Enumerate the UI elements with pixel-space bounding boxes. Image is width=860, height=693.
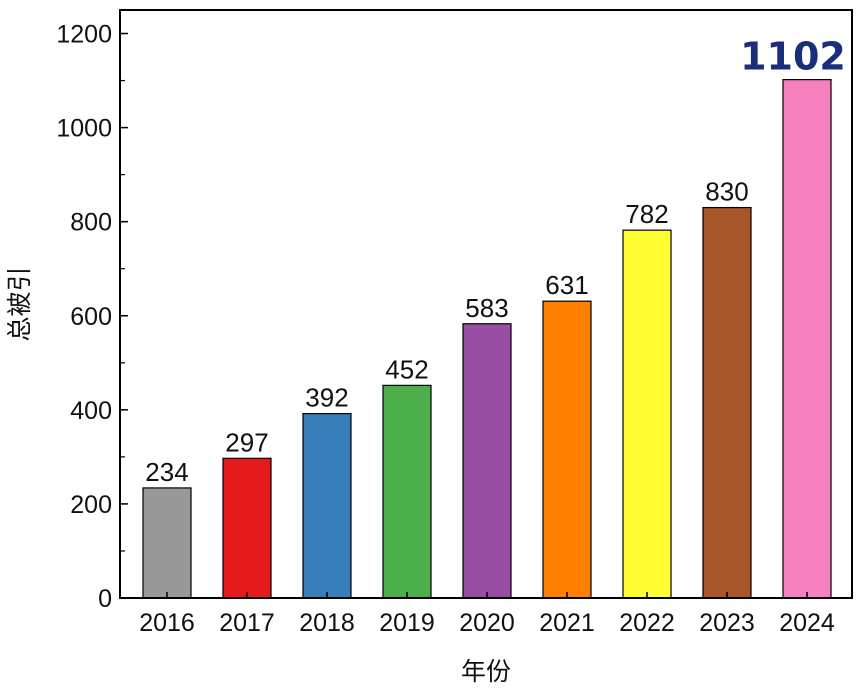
data-label-2021: 631: [545, 270, 588, 300]
x-tick-label-2022: 2022: [619, 609, 675, 637]
y-tick-label-200: 200: [70, 491, 112, 519]
y-tick-label-600: 600: [70, 303, 112, 331]
x-tick-label-2019: 2019: [379, 609, 435, 637]
x-tick-label-2018: 2018: [299, 609, 355, 637]
data-label-2022: 782: [625, 199, 668, 229]
data-label-2023: 830: [705, 177, 748, 207]
y-tick-label-400: 400: [70, 397, 112, 425]
y-tick-label-800: 800: [70, 209, 112, 237]
bar-2022: [622, 229, 672, 599]
x-tick-label-2023: 2023: [699, 609, 755, 637]
bar-2017: [222, 457, 272, 599]
bars-group: [142, 79, 832, 599]
bar-2021: [542, 300, 592, 599]
data-label-2016: 234: [145, 457, 188, 487]
x-tick-label-2020: 2020: [459, 609, 515, 637]
data-label-2018: 392: [305, 383, 348, 413]
data-label-2017: 297: [225, 427, 268, 457]
bar-2016: [142, 487, 192, 599]
bar-2020: [462, 323, 512, 599]
y-tick-label-0: 0: [98, 585, 112, 613]
y-tick-label-1200: 1200: [56, 21, 112, 49]
x-tick-label-2024: 2024: [779, 609, 835, 637]
x-tick-label-2016: 2016: [139, 609, 195, 637]
bar-2023: [702, 206, 752, 599]
plot-frame: [119, 9, 853, 599]
data-label-2024: 1102: [740, 35, 846, 79]
data-label-2020: 583: [465, 293, 508, 323]
y-axis: 0 200 400 600 800 1000 1200: [56, 21, 128, 613]
bar-2019: [382, 384, 432, 599]
bar-2024: [782, 79, 832, 599]
y-axis-title: 总被引: [5, 266, 34, 341]
data-label-2019: 452: [385, 354, 428, 384]
x-tick-label-2017: 2017: [219, 609, 275, 637]
x-axis: 2016 2017 2018 2019 2020 2021 2022 2023 2024: [139, 592, 835, 637]
y-tick-label-1000: 1000: [56, 115, 112, 143]
data-labels-group: 234 297 392 452 583 631 782 830 1102: [145, 35, 846, 487]
x-axis-title: 年份: [461, 657, 511, 686]
bar-2018: [302, 413, 352, 599]
x-tick-label-2021: 2021: [539, 609, 595, 637]
